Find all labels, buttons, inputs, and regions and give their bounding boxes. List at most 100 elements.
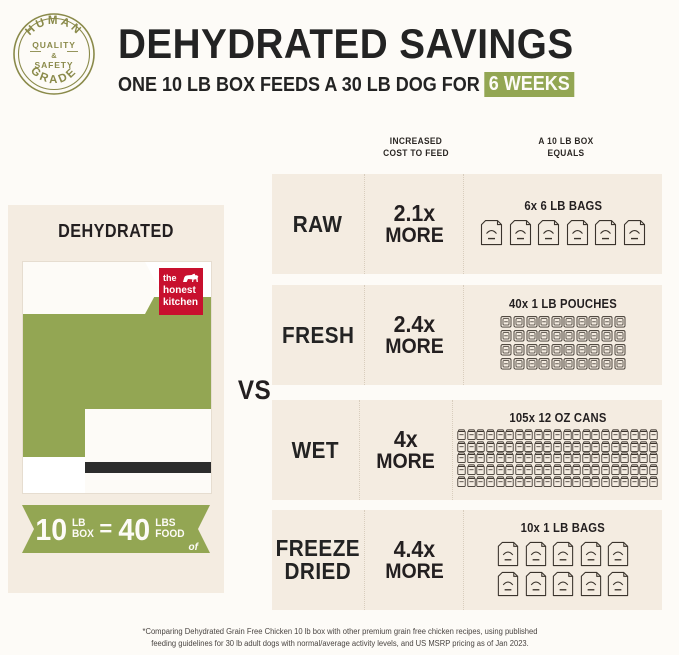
can-icon [582,441,591,452]
svg-text:SAFETY: SAFETY [35,60,74,70]
can-icon [630,464,639,476]
pouch-icon [551,358,563,370]
can-icon [486,429,495,440]
can-icon [495,464,505,476]
pouch-icon [500,330,512,342]
can-icon [639,429,649,440]
comparison-row-wet: WET 4x MORE 105x 12 OZ CANS [272,400,662,500]
can-icon [457,452,466,464]
bag-icon [623,220,645,246]
can-icon [630,452,639,464]
bag-icon [497,542,519,567]
can-icon [515,441,524,452]
subtitle-highlight: 6 WEEKS [484,72,575,97]
can-icon [515,476,524,487]
can-icon [534,452,543,464]
can-icon [553,464,562,476]
footnote-line1: *Comparing Dehydrated Grain Free Chicken… [142,627,538,636]
pouch-icon [500,358,512,370]
row-fresh-cost-cell: 2.4x MORE [364,285,464,385]
can-icon [639,464,649,476]
can-icon [630,429,639,440]
pouch-icon [576,330,588,342]
can-icon [649,452,658,464]
can-icon [495,441,505,452]
comparison-row-raw: RAW 2.1x MORE 6x 6 LB BAGS [272,174,662,274]
can-icon [505,464,514,476]
pouch-icon [614,330,626,342]
can-icon [543,429,553,440]
pouch-icon [563,330,575,342]
pouch-icon [513,344,525,356]
row-freeze-icon-grid [495,539,631,596]
can-icon [611,476,620,487]
footnote: *Comparing Dehydrated Grain Free Chicken… [74,626,606,649]
row-fresh-type-cell: FRESH [272,285,364,385]
comparison-row-fresh: FRESH 2.4x MORE 40x 1 LB POUCHES [272,285,662,385]
banner-food-unit: LBS FOOD [155,518,184,540]
bag-icon [607,542,629,567]
row-raw-equals-label: 6x 6 LB BAGS [524,199,602,214]
bag-icon [607,571,629,596]
can-icon [457,476,466,487]
pouch-icon [601,344,613,356]
can-icon [553,476,562,487]
can-icon [524,476,533,487]
can-icon [601,464,610,476]
row-raw-more-label: MORE [384,224,444,247]
bag-icon [566,220,588,246]
pouch-icon [551,316,563,328]
page-subtitle: ONE 10 LB BOX FEEDS A 30 LB DOG FOR 6 WE… [118,72,609,97]
subtitle-text: ONE 10 LB BOX FEEDS A 30 LB DOG FOR [118,73,480,96]
can-icon [553,452,562,464]
row-fresh-more-label: MORE [384,335,444,358]
human-grade-seal: HUMAN GRADE QUALITY & SAFETY [8,8,100,100]
can-icon [563,441,572,452]
banner-background [22,505,210,553]
can-icon [649,476,658,487]
can-icon [534,429,543,440]
pouch-icon [538,330,550,342]
pouch-icon [614,358,626,370]
banner-food-unit-line2: FOOD [154,528,185,540]
banner-box-unit-line1: LB [71,517,85,529]
pouch-icon [538,344,550,356]
can-icon [601,452,610,464]
can-icon [591,441,601,452]
row-wet-type-label: WET [291,436,340,463]
bag-icon [552,571,574,596]
pouch-icon [601,330,613,342]
pouch-icon [614,344,626,356]
product-box-ribbon [23,262,159,314]
can-icon [649,441,658,452]
banner-of-word: of [188,542,198,553]
can-icon [611,441,620,452]
pouch-icon [563,316,575,328]
banner-equals-sign: = [99,516,113,541]
banner-food-unit-line1: LBS [154,517,176,529]
can-icon [467,452,476,464]
can-icon [611,429,620,440]
row-wet-equals-label: 105x 12 OZ CANS [508,410,607,425]
can-icon [601,476,610,487]
can-icon [457,441,466,452]
pouch-icon [500,344,512,356]
column-header-cost-line1: INCREASED [389,136,443,147]
pouch-icon [551,344,563,356]
can-icon [639,441,649,452]
pouch-icon [526,330,537,342]
column-header-equals-line2: EQUALS [547,148,585,159]
can-icon [543,441,553,452]
honest-kitchen-logo: the honest kitchen [159,268,203,315]
pouch-icon [500,316,512,328]
pouch-icon [589,344,600,356]
can-icon [476,464,485,476]
can-icon [620,452,629,464]
can-icon [524,452,533,464]
can-icon [611,452,620,464]
can-icon [467,441,476,452]
can-icon [534,441,543,452]
row-freeze-visual-cell: 10x 1 LB BAGS [464,510,662,610]
can-icon [543,452,553,464]
bag-icon [580,542,601,567]
